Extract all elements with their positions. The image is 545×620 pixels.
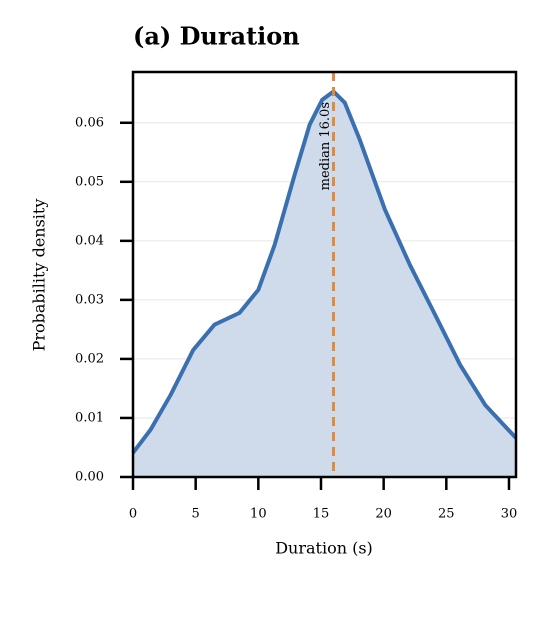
median-label: median 16.0s: [318, 102, 333, 190]
y-tick-label: 0.00: [75, 470, 104, 485]
x-tick-label: 5: [192, 507, 200, 522]
chart-title: (a) Duration: [133, 22, 300, 51]
plot-frame: [131, 70, 518, 479]
y-tick-label: 0.02: [75, 351, 104, 366]
y-tick-label: 0.06: [75, 115, 104, 130]
x-tick-label: 20: [375, 507, 392, 522]
x-axis-label: Duration (s): [275, 539, 373, 558]
x-tick-label: 15: [313, 507, 330, 522]
y-axis-label: Probability density: [30, 199, 49, 352]
x-tick-label: 10: [250, 507, 267, 522]
y-tick-label: 0.01: [75, 410, 104, 425]
x-tick-label: 30: [501, 507, 518, 522]
y-tick-label: 0.04: [75, 233, 104, 248]
density-line: [131, 89, 518, 455]
x-tick-label: 25: [438, 507, 455, 522]
y-tick-label: 0.03: [75, 292, 104, 307]
x-tick-label: 0: [129, 507, 137, 522]
density-area: [133, 91, 516, 477]
y-tick-label: 0.05: [75, 174, 104, 189]
